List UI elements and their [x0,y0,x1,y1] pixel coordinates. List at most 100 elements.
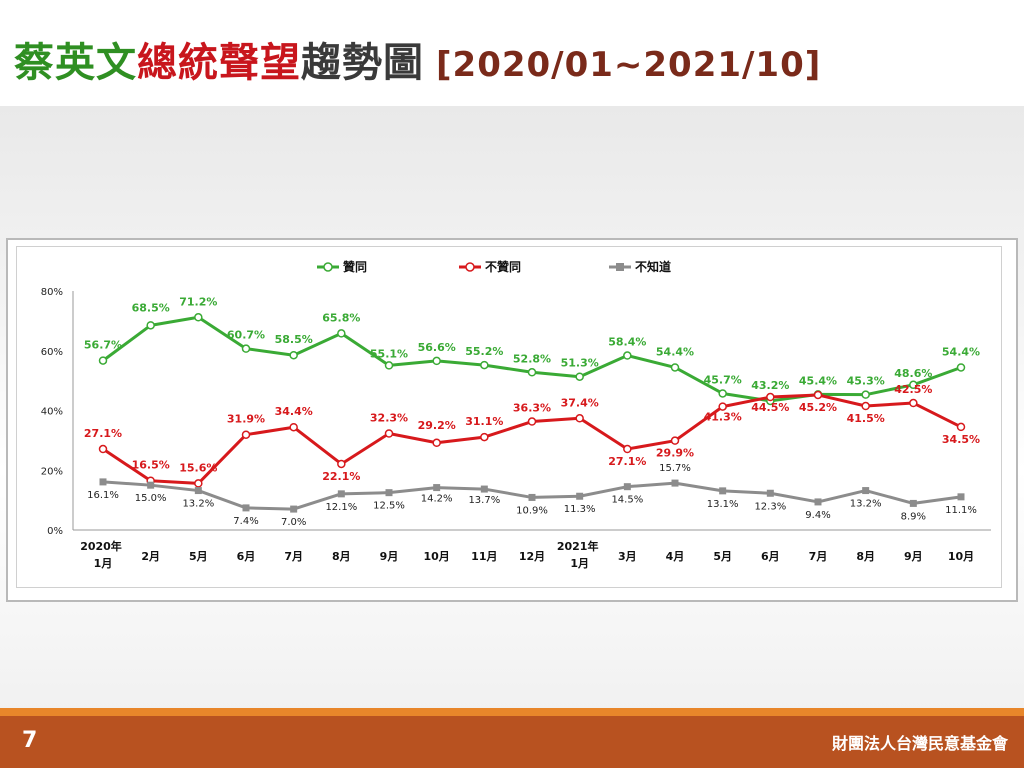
data-point-1 [813,390,823,400]
x-tick-label: 9月 [380,550,399,563]
data-point-0 [384,361,394,370]
x-tick-label: 1月 [94,557,113,570]
data-label-0: 51.3% [561,357,599,370]
data-label-0: 60.7% [227,329,265,342]
data-point-1 [575,414,584,423]
data-label-0: 68.5% [132,301,170,314]
chart-area: 0% 20% 40% 60% 80% 2020年 1月 2月 5月 6月 7月 8月 9月 10月 11月 1… [16,246,1002,588]
data-point-2 [290,505,298,513]
data-label-0: 55.1% [370,347,408,360]
data-point-0 [909,380,918,390]
data-label-2: 7.0% [281,517,306,528]
x-tick-label: 6月 [761,550,780,563]
organization-name: 財團法人台灣民意基金會 [831,734,1008,753]
data-label-2: 7.4% [233,516,258,527]
data-point-2 [337,490,345,498]
title-bar: 蔡英文總統聲望趨勢圖 [2020/01~2021/10] [0,0,1024,106]
data-label-1: 34.4% [275,405,313,418]
data-label-0: 71.2% [179,295,217,308]
data-point-1 [337,459,346,469]
legend-marker-1 [465,262,475,272]
data-label-1: 31.1% [465,415,503,428]
line-chart: 0% 20% 40% 60% 80% 2020年 1月 2月 5月 6月 7月 8月 9月 10月 11月 1… [41,259,991,570]
data-point-0 [432,356,441,366]
legend-label-1: 不贊同 [485,259,521,274]
data-label-2: 15.0% [135,493,167,504]
chart-frame: 0% 20% 40% 60% 80% 2020年 1月 2月 5月 6月 7月 8月 9月 10月 11月 1… [6,238,1018,602]
data-label-1: 34.5% [942,433,980,446]
data-point-2 [385,489,393,497]
data-label-1: 41.5% [847,412,885,425]
data-label-1: 31.9% [227,413,265,426]
data-point-2 [766,489,774,497]
title-topic: 總統聲望 [137,40,301,86]
data-label-1: 16.5% [132,459,170,472]
x-tick-label: 5月 [189,550,208,563]
data-point-0 [670,363,680,372]
data-label-2: 13.1% [707,499,739,510]
data-point-2 [957,493,965,501]
data-point-1 [766,392,775,402]
page-number: 7 [22,728,38,753]
data-label-2: 13.2% [850,499,882,510]
x-tick-label: 12月 [519,550,545,563]
data-label-2: 13.7% [468,495,500,506]
x-tick-label-year: 2021年 [557,539,599,553]
x-tick-label: 4月 [666,550,685,563]
data-point-1 [289,422,298,432]
x-tick-label: 2月 [141,550,160,563]
data-point-1 [480,432,489,442]
data-point-2 [99,478,107,486]
data-point-2 [862,487,870,495]
data-label-0: 45.7% [704,373,742,386]
data-label-0: 56.6% [418,341,456,354]
x-tick-label: 7月 [809,550,828,563]
y-tick-label: 20% [41,466,63,477]
data-label-1: 37.4% [561,396,599,409]
data-point-2 [433,484,441,492]
data-label-1: 42.5% [894,383,932,396]
data-label-2: 11.1% [945,505,977,516]
legend-label-2: 不知道 [635,259,671,274]
x-tick-label: 6月 [237,550,256,563]
x-tick-label: 3月 [618,550,637,563]
x-tick-label: 9月 [904,550,923,563]
data-label-1: 32.3% [370,412,408,425]
footer-bar: 7 財團法人台灣民意基金會 [0,716,1024,768]
data-point-2 [147,481,155,489]
data-point-0 [480,360,489,370]
data-point-0 [527,368,537,377]
data-label-1: 41.3% [704,411,742,424]
x-tick-label: 10月 [424,550,450,563]
legend-marker-2 [616,263,624,271]
legend-label-0: 贊同 [343,259,367,274]
data-point-1 [432,438,441,448]
y-tick-label: 80% [41,287,63,298]
data-point-1 [623,444,632,454]
data-label-0: 65.8% [322,311,360,324]
data-point-0 [718,389,727,398]
data-point-1 [241,430,251,439]
data-point-0 [861,390,870,399]
data-point-0 [956,363,966,372]
data-point-1 [909,398,918,408]
data-point-0 [289,350,298,360]
data-label-0: 48.6% [894,367,932,380]
data-label-2: 12.3% [754,501,786,512]
data-point-2 [480,485,488,493]
data-label-1: 22.1% [322,470,360,483]
data-label-0: 58.4% [608,336,646,349]
data-label-2: 15.7% [659,463,691,474]
data-label-2: 16.1% [87,490,119,501]
x-tick-label: 11月 [471,550,497,563]
legend-marker-0 [323,262,333,272]
x-tick-label: 10月 [948,550,974,563]
data-point-0 [146,321,155,330]
data-label-0: 58.5% [275,333,313,346]
data-point-1 [670,436,680,445]
data-label-2: 10.9% [516,505,548,516]
data-point-0 [98,356,108,365]
data-point-2 [528,493,536,501]
data-label-2: 12.5% [373,501,405,512]
data-point-1 [194,479,203,488]
